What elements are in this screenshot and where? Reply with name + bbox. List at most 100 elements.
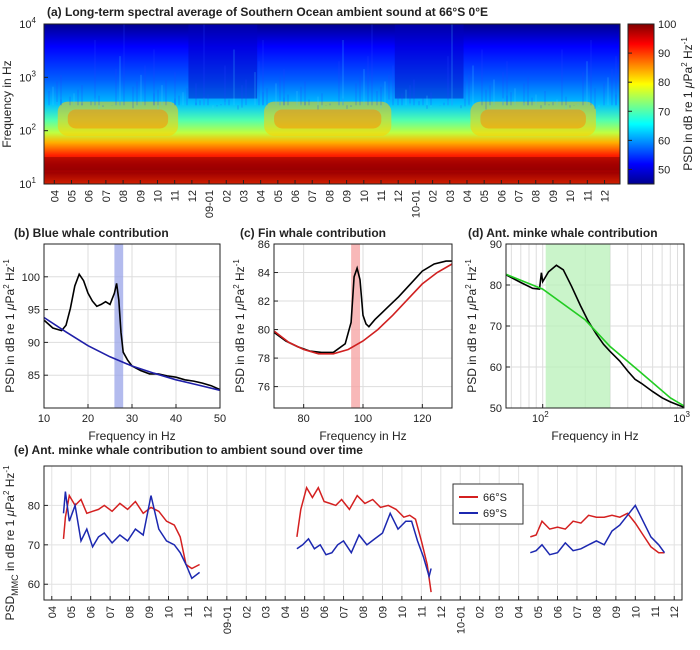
- chorus-core: [480, 109, 586, 129]
- series-line-1: [296, 511, 432, 580]
- x-tick-label: 09: [548, 190, 560, 202]
- chorus-core: [67, 109, 169, 129]
- x-tick-label: 08: [531, 190, 543, 202]
- series-line-1: [530, 504, 666, 556]
- x-tick-label: 40: [170, 413, 182, 425]
- y-tick-label: 80: [490, 280, 502, 292]
- series-line-1: [273, 263, 453, 355]
- series-line-0: [530, 512, 665, 554]
- x-tick-label: 102: [532, 410, 549, 425]
- colorbar-label: PSD in dB re 1 μPa2 Hz-1: [680, 37, 695, 171]
- y-tick-label: 102: [19, 123, 36, 138]
- x-tick-label: 09-01: [204, 190, 216, 218]
- x-tick-label: 05: [67, 190, 79, 202]
- x-tick-label: 10: [397, 606, 409, 618]
- summer-band: [394, 24, 464, 99]
- x-tick-label: 08: [591, 606, 603, 618]
- y-tick-label: 90: [490, 239, 502, 251]
- x-tick-label: 05: [300, 606, 312, 618]
- y-tick-label: 76: [258, 382, 270, 394]
- x-tick-label: 100: [354, 413, 372, 425]
- y-tick-label: 70: [490, 321, 502, 333]
- x-tick-label: 10: [565, 190, 577, 202]
- x-tick-label: 03: [494, 606, 506, 618]
- y-tick-label: 80: [28, 500, 40, 512]
- x-tick-label: 07: [105, 606, 117, 618]
- x-tick-label: 11: [416, 606, 428, 617]
- y-tick-label: 95: [28, 305, 40, 317]
- highlight-band: [545, 244, 611, 408]
- x-tick-label: 07: [514, 190, 526, 202]
- x-tick-label: 06: [84, 190, 96, 202]
- highlight-band: [351, 244, 361, 408]
- x-tick-label: 12: [393, 190, 405, 202]
- panel-a: (a) Long-term spectral average of Southe…: [0, 5, 695, 218]
- colorbar-ticks: 50 60 70 80 90 100: [628, 19, 676, 176]
- x-tick-label: 06: [290, 190, 302, 202]
- x-tick-label: 04: [47, 606, 59, 618]
- x-tick-label: 20: [82, 413, 94, 425]
- highlight-band: [114, 244, 124, 408]
- x-tick-label: 50: [214, 413, 226, 425]
- x-tick-label: 08: [358, 606, 370, 618]
- x-tick-label: 02: [428, 190, 440, 202]
- series-line-0: [62, 493, 200, 570]
- x-tick-label: 05: [66, 606, 78, 618]
- x-tick-label: 04: [256, 190, 268, 202]
- y-tick-label: 103: [19, 69, 36, 84]
- series-line-0: [296, 485, 432, 593]
- x-tick-label: 06: [553, 606, 565, 618]
- x-tick-label: 11: [582, 190, 594, 201]
- x-tick-label: 103: [673, 410, 690, 425]
- x-tick-label: 07: [339, 606, 351, 618]
- x-tick-label: 09: [342, 190, 354, 202]
- legend-box: [452, 483, 524, 525]
- x-tick-label: 11: [170, 190, 182, 201]
- x-tick-label: 12: [669, 606, 681, 618]
- x-tick-label: 10-01: [455, 606, 467, 634]
- x-tick-label: 04: [49, 190, 61, 202]
- x-tick-label: 06: [86, 606, 98, 618]
- x-tick-label: 30: [126, 413, 138, 425]
- low-freq-band: [44, 157, 620, 171]
- x-tick-label: 09: [611, 606, 623, 618]
- x-tick-label: 04: [462, 190, 474, 202]
- colorbar-tick-label: 50: [658, 164, 670, 176]
- panel-d: (d) Ant. minke whale contribution 102 103…: [464, 226, 691, 443]
- y-tick-label: 104: [19, 16, 36, 31]
- x-tick-label: 10: [152, 190, 164, 202]
- y-tick-label: 85: [28, 370, 40, 382]
- x-tick-label: 09: [377, 606, 389, 618]
- colorbar-tick-label: 90: [658, 48, 670, 60]
- spectrogram: [44, 24, 620, 184]
- x-tick-label: 10: [630, 606, 642, 618]
- y-tick-label: 50: [490, 403, 502, 415]
- colorbar-tick-label: 80: [658, 77, 670, 89]
- panel-c-title: (c) Fin whale contribution: [240, 226, 386, 240]
- panel-a-x-ticks: 04 05 06 07 08 09 10 11 12 09-01 02 03 04 05 06 07 08 09 1…: [49, 180, 612, 218]
- series-line-1: [43, 316, 221, 392]
- series-line-0: [273, 260, 452, 354]
- panel-b: (b) Blue whale contribution 10 20 30 40 50 85…: [2, 226, 226, 443]
- x-tick-label: 80: [298, 413, 310, 425]
- y-axis-label: PSD in dB re 1 μPa2 Hz-1: [464, 259, 479, 393]
- x-tick-label: 05: [273, 190, 285, 202]
- x-tick-label: 10: [163, 606, 175, 618]
- y-tick-label: 70: [28, 540, 40, 552]
- x-tick-label: 09: [135, 190, 147, 202]
- x-tick-label: 120: [413, 413, 431, 425]
- chorus-core: [274, 109, 382, 129]
- x-axis-label: Frequency in Hz: [319, 429, 406, 443]
- x-tick-label: 02: [475, 606, 487, 618]
- x-tick-label: 07: [101, 190, 113, 202]
- x-tick-label: 02: [221, 190, 233, 202]
- y-tick-label: 60: [28, 579, 40, 591]
- summer-band: [188, 24, 258, 99]
- y-tick-label: 84: [258, 268, 270, 280]
- x-tick-label: 04: [514, 606, 526, 618]
- y-axis-label: PSD in dB re 1 μPa2 Hz-1: [232, 259, 247, 393]
- y-tick-label: 90: [28, 337, 40, 349]
- x-tick-label: 02: [241, 606, 253, 618]
- x-tick-label: 08: [118, 190, 130, 202]
